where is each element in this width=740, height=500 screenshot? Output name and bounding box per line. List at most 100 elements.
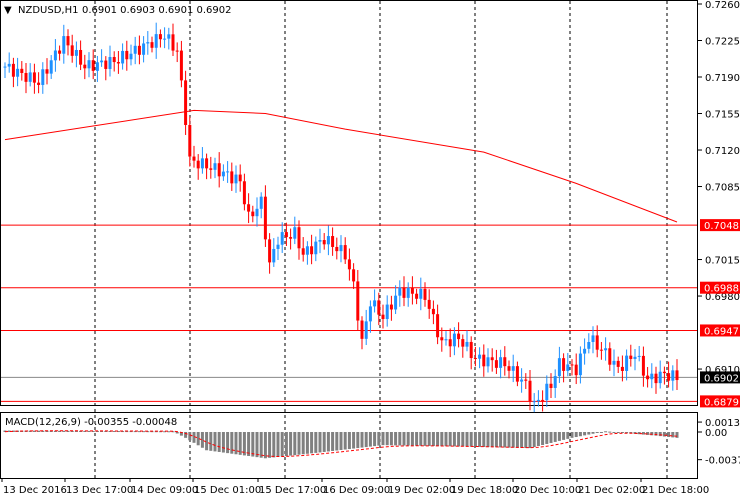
- macd-histogram-bar: [297, 432, 301, 455]
- macd-histogram-bar: [100, 430, 104, 432]
- macd-histogram-bar: [242, 432, 246, 456]
- macd-histogram-bar: [121, 431, 125, 433]
- macd-histogram-bar: [49, 430, 53, 432]
- candle-body: [66, 36, 70, 46]
- candle-body: [318, 240, 322, 242]
- macd-histogram-bar: [452, 432, 456, 447]
- candle-body: [633, 356, 637, 359]
- candle-body: [11, 63, 15, 77]
- macd-histogram-bar: [431, 432, 435, 447]
- candle-body: [251, 211, 255, 217]
- time-label: 19 Dec 18:00: [451, 485, 518, 496]
- macd-histogram-bar: [389, 432, 393, 446]
- candle-body: [20, 68, 24, 74]
- candle-body: [671, 370, 675, 381]
- macd-histogram-bar: [137, 431, 141, 433]
- macd-histogram-bar: [91, 430, 95, 432]
- macd-histogram-bar: [499, 432, 503, 448]
- candle-body: [562, 358, 566, 371]
- macd-label: MACD(12,26,9) -0.00355 -0.00048: [5, 417, 177, 428]
- candle-body: [625, 355, 629, 371]
- candle-body: [196, 160, 200, 169]
- candle-body: [205, 158, 209, 169]
- macd-histogram-bar: [53, 430, 57, 432]
- macd-histogram-bar: [221, 432, 225, 453]
- macd-histogram-bar: [70, 430, 74, 432]
- macd-histogram-bar: [125, 431, 129, 433]
- macd-histogram-bar: [448, 432, 452, 447]
- candle-body: [524, 379, 528, 381]
- candle-body: [259, 196, 263, 209]
- macd-histogram-bar: [87, 430, 91, 432]
- macd-histogram-bar: [95, 430, 99, 432]
- candle-body: [574, 364, 578, 376]
- level-price-label: 0.6947: [704, 326, 739, 337]
- time-label: 19 Dec 02:00: [388, 485, 455, 496]
- macd-histogram-bar: [566, 432, 570, 439]
- candle-body: [87, 60, 91, 69]
- macd-histogram-bar: [524, 432, 528, 448]
- level-price-tag: [700, 281, 740, 294]
- candle-body: [389, 304, 393, 310]
- candle-body: [616, 360, 620, 367]
- macd-histogram-bar: [385, 432, 389, 446]
- candle-body: [650, 373, 654, 380]
- candle-body: [305, 246, 309, 255]
- macd-histogram-bar: [108, 430, 112, 432]
- macd-histogram-bar: [637, 432, 641, 435]
- candle-body: [226, 171, 230, 173]
- candle-body: [112, 57, 116, 63]
- candle-body: [520, 379, 524, 382]
- macd-histogram-bar: [473, 432, 477, 447]
- candle-body: [192, 156, 196, 161]
- candle-body: [108, 57, 112, 69]
- macd-histogram-bar: [469, 432, 473, 447]
- candle-body: [448, 339, 452, 347]
- macd-histogram-bar: [490, 432, 494, 448]
- macd-histogram-bar: [217, 432, 221, 452]
- candle-body: [322, 240, 326, 245]
- candle-body: [3, 66, 7, 68]
- candle-body: [200, 158, 204, 169]
- macd-histogram-bar: [41, 430, 45, 432]
- macd-histogram-bar: [587, 432, 591, 435]
- price-tick-label: 0.7260: [705, 0, 740, 11]
- macd-histogram-bar: [507, 432, 511, 448]
- macd-histogram-bar: [503, 432, 507, 448]
- level-price-label: 0.6879: [704, 397, 739, 408]
- macd-histogram-bar: [289, 432, 293, 456]
- candle-body: [37, 82, 41, 85]
- candle-body: [339, 245, 343, 252]
- candle-body: [16, 68, 20, 77]
- macd-histogram-bar: [263, 432, 267, 459]
- candle-body: [356, 281, 360, 321]
- macd-histogram-bar: [305, 432, 309, 454]
- macd-histogram-bar: [171, 431, 175, 433]
- price-tick-label: 0.7015: [705, 256, 740, 267]
- macd-histogram-bar: [326, 432, 330, 452]
- candle-body: [427, 299, 431, 309]
- macd-histogram-bar: [528, 432, 532, 449]
- candle-body: [137, 45, 141, 55]
- candle-body: [297, 227, 301, 249]
- macd-signal-line: [4, 430, 678, 458]
- macd-histogram-bar: [583, 432, 587, 436]
- macd-histogram-bar: [394, 432, 398, 446]
- candle-body: [276, 244, 280, 249]
- macd-histogram-bar: [259, 432, 263, 458]
- macd-histogram-bar: [532, 432, 536, 448]
- candle-body: [377, 300, 381, 315]
- macd-histogram-bar: [444, 432, 448, 447]
- macd-histogram-bar: [562, 432, 566, 440]
- macd-histogram-bar: [654, 432, 658, 436]
- macd-histogram-bar: [578, 432, 582, 437]
- candle-body: [557, 358, 561, 377]
- macd-histogram-bar: [179, 432, 183, 436]
- candle-body: [242, 181, 246, 205]
- macd-histogram-bar: [465, 432, 469, 447]
- collapse-arrow-icon[interactable]: ▼: [4, 5, 12, 16]
- macd-histogram-bar: [343, 432, 347, 450]
- candle-body: [129, 53, 133, 60]
